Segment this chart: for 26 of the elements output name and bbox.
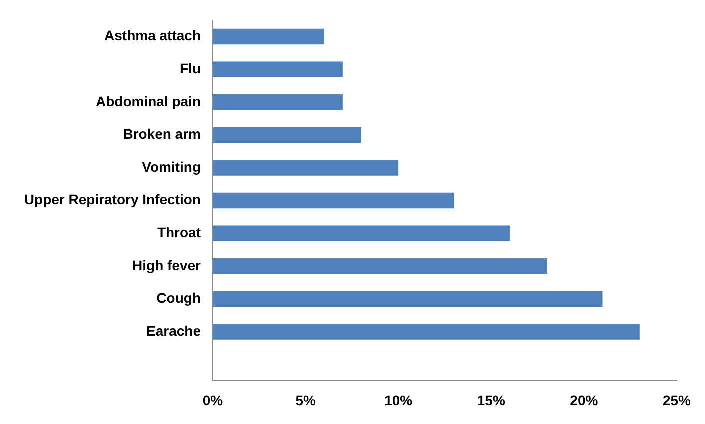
bar xyxy=(213,226,510,242)
y-tick-label: Upper Repiratory Infection xyxy=(24,192,201,208)
y-tick-label: Throat xyxy=(157,224,202,240)
x-tick-label: 15% xyxy=(477,392,506,408)
bar xyxy=(213,127,362,144)
y-tick-label: Abdominal pain xyxy=(96,93,201,110)
bar xyxy=(213,28,324,45)
y-tick-label: Flu xyxy=(180,60,201,76)
y-tick-label: Asthma attach xyxy=(104,28,201,44)
y-tick-label: Vomiting xyxy=(142,158,201,175)
bar xyxy=(213,94,343,110)
x-tick-label: 20% xyxy=(570,392,599,408)
bar xyxy=(213,258,548,274)
y-tick-label: Earache xyxy=(146,322,202,339)
y-tick-label: Cough xyxy=(156,290,201,306)
x-tick-label: 25% xyxy=(662,392,692,408)
bar xyxy=(213,324,640,340)
bar xyxy=(213,160,399,176)
x-tick-label: 0% xyxy=(202,392,224,408)
bar xyxy=(213,192,454,209)
bar xyxy=(213,291,603,308)
bar xyxy=(213,62,343,78)
y-tick-label: Broken arm xyxy=(123,126,201,142)
y-tick-label: High fever xyxy=(132,257,202,274)
x-tick-label: 5% xyxy=(296,392,316,408)
x-tick-label: 10% xyxy=(384,392,414,408)
